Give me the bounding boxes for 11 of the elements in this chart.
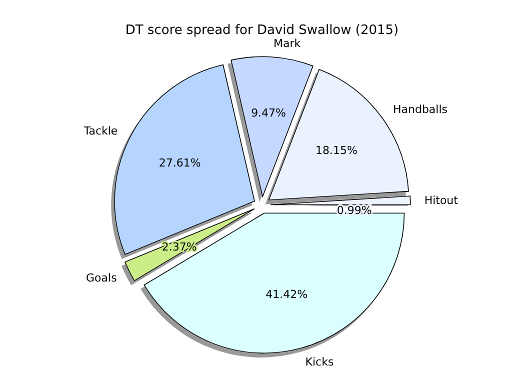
- slice-label: Goals: [86, 272, 118, 285]
- slice-label: Handballs: [393, 102, 448, 116]
- slice-label: Hitout: [424, 194, 459, 207]
- slice-label: Kicks: [305, 355, 334, 368]
- data-label: 9.47%: [251, 106, 286, 120]
- data-label: 27.61%: [158, 156, 201, 170]
- data-label: 18.15%: [316, 144, 358, 158]
- data-label: 41.42%: [266, 288, 308, 301]
- slice-label: Mark: [273, 36, 302, 50]
- slice-label: Tackle: [82, 124, 118, 138]
- chart-title: DT score spread for David Swallow (2015): [125, 23, 399, 38]
